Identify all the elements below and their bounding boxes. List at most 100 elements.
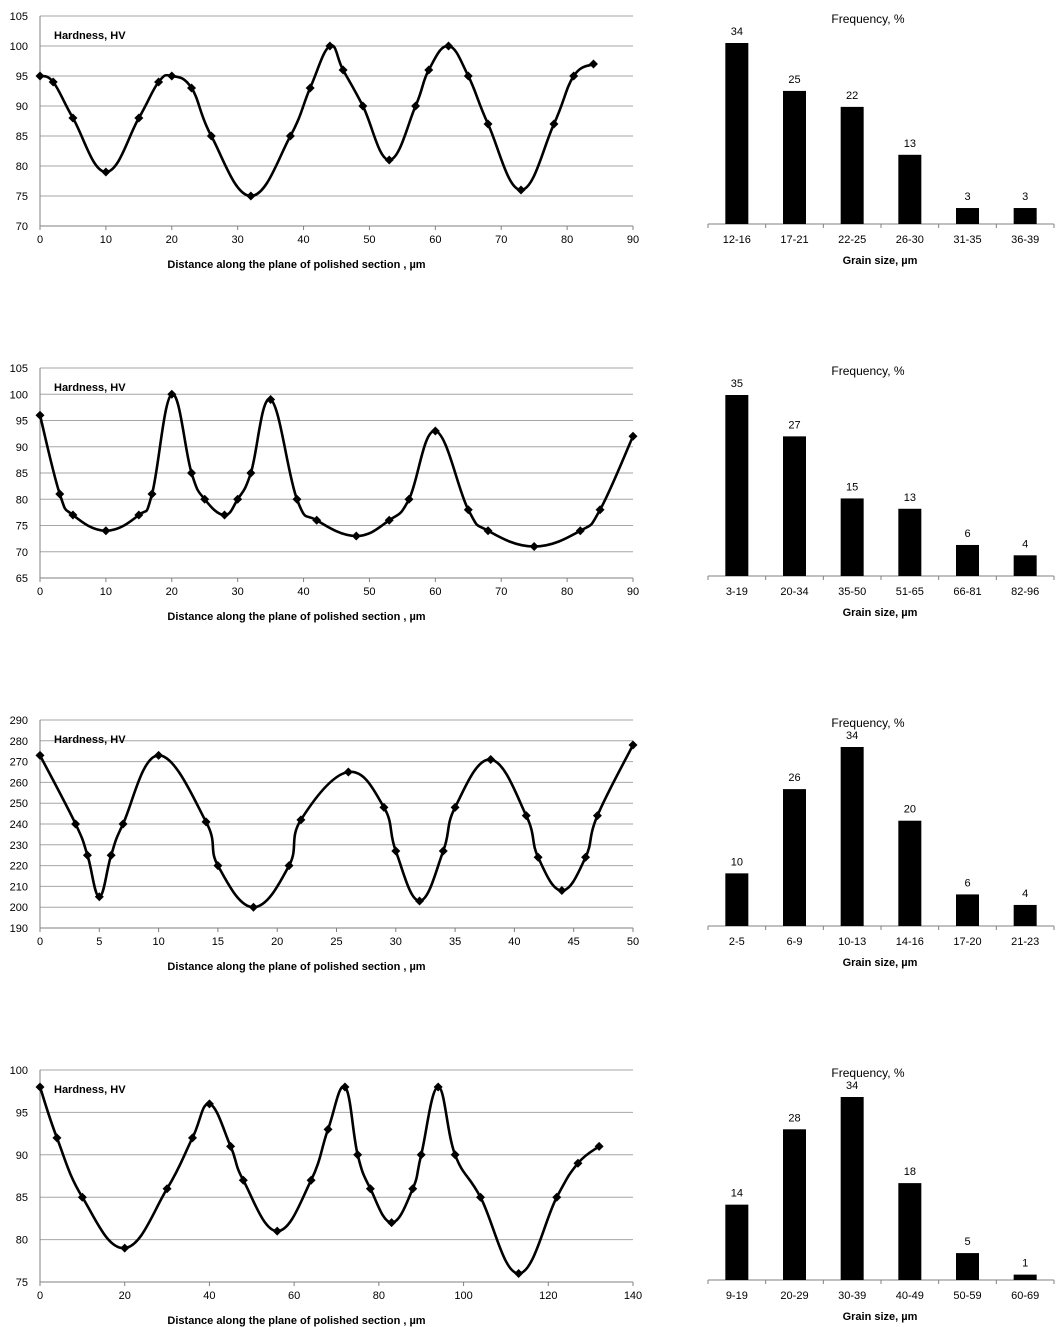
bar — [898, 820, 922, 926]
hardness-series-line — [39, 44, 595, 198]
x-tick-label: 10 — [152, 936, 164, 948]
x-tick-label: 0 — [37, 1290, 43, 1302]
category-label: 40-49 — [896, 1290, 924, 1302]
y-tick-label: 105 — [10, 11, 28, 23]
y-tick-label: 80 — [16, 161, 28, 173]
data-point — [450, 1150, 460, 1160]
data-point — [71, 819, 81, 829]
bar-data-label: 13 — [904, 492, 916, 504]
category-label: 30-39 — [838, 1290, 866, 1302]
x-tick-label: 45 — [568, 936, 580, 948]
y-tick-label: 95 — [16, 71, 28, 83]
x-tick-label: 30 — [390, 936, 402, 948]
y-tick-label: 70 — [16, 221, 28, 233]
x-tick-label: 60 — [429, 234, 441, 246]
data-point — [77, 1192, 87, 1202]
bar — [1013, 1274, 1037, 1280]
bar — [840, 498, 864, 576]
x-tick-label: 25 — [330, 936, 342, 948]
data-point — [486, 755, 496, 765]
data-point — [101, 167, 111, 177]
data-point — [266, 395, 276, 404]
bar-data-label: 15 — [846, 481, 858, 493]
data-point — [438, 846, 448, 856]
x-axis-title: Grain size, µm — [843, 607, 918, 619]
data-point — [312, 515, 322, 525]
x-axis-title: Distance along the plane of polished sec… — [167, 1315, 425, 1327]
data-point — [365, 1184, 375, 1194]
data-point — [106, 850, 116, 860]
x-axis-title: Distance along the plane of polished sec… — [167, 611, 425, 623]
data-point — [415, 896, 425, 906]
data-point — [450, 802, 460, 812]
data-point — [219, 510, 229, 520]
x-axis-title: Distance along the plane of polished sec… — [167, 961, 425, 973]
category-label: 14-16 — [896, 936, 924, 948]
bar-data-label: 13 — [904, 138, 916, 150]
frequency-title: Frequency, % — [831, 716, 904, 730]
y-tick-label: 75 — [16, 191, 28, 203]
x-tick-label: 70 — [495, 234, 507, 246]
data-point — [35, 750, 45, 760]
category-label: 60-69 — [1011, 1290, 1039, 1302]
x-tick-label: 40 — [508, 936, 520, 948]
bar — [1013, 555, 1037, 576]
hardness-series-line — [38, 392, 635, 548]
bar — [956, 894, 979, 926]
data-point — [68, 113, 78, 123]
frequency-title: Frequency, % — [831, 12, 904, 26]
x-tick-label: 90 — [627, 234, 639, 246]
category-label: 9-19 — [726, 1290, 748, 1302]
x-tick-label: 80 — [561, 234, 573, 246]
x-tick-label: 20 — [271, 936, 283, 948]
data-point — [248, 902, 258, 912]
x-axis-title: Grain size, µm — [843, 957, 918, 969]
data-point — [187, 468, 197, 478]
bar-data-label: 22 — [846, 90, 858, 102]
data-point — [338, 65, 348, 75]
x-tick-label: 20 — [119, 1290, 131, 1302]
y-tick-label: 105 — [10, 363, 28, 375]
bar — [783, 90, 806, 224]
category-label: 35-50 — [838, 586, 866, 598]
y-tick-label: 95 — [16, 416, 28, 428]
x-tick-label: 100 — [454, 1290, 472, 1302]
data-point — [387, 1218, 397, 1228]
y-tick-label: 230 — [10, 840, 28, 852]
data-point — [595, 505, 605, 515]
data-point — [463, 71, 473, 81]
y-tick-label: 100 — [10, 389, 28, 401]
bar — [956, 208, 979, 224]
data-point — [167, 389, 177, 399]
hardness-chart-1: 70 75 80 85 90 95 100 105 0 10 20 30 40 50 60 70 80 90 Har… — [10, 11, 639, 271]
hardness-chart-2: 65 70 75 80 85 90 95 100 105 0 10 20 30 40 50 60 70 80 90 H… — [10, 363, 639, 623]
bar — [898, 1183, 922, 1280]
hardness-series-line — [38, 744, 635, 909]
data-point — [581, 852, 591, 862]
data-point — [187, 83, 197, 93]
grain-size-histogram-1: Frequency, % 34 12-16 25 17-21 22 22-25 13 26-30… — [707, 12, 1055, 267]
data-point — [628, 431, 638, 441]
bar-data-label: 6 — [964, 528, 970, 540]
y-tick-label: 80 — [16, 1235, 28, 1247]
y-tick-label: 280 — [10, 736, 28, 748]
data-point — [384, 155, 394, 165]
data-point — [120, 1243, 130, 1253]
data-point — [35, 1082, 45, 1092]
category-label: 21-23 — [1011, 936, 1039, 948]
y-tick-label: 290 — [10, 715, 28, 727]
bar-data-label: 34 — [731, 26, 743, 38]
data-point — [433, 1082, 443, 1092]
category-label: 26-30 — [896, 234, 924, 246]
data-point — [463, 505, 473, 515]
category-label: 12-16 — [723, 234, 751, 246]
y-tick-label: 100 — [10, 41, 28, 53]
category-label: 2-5 — [729, 936, 745, 948]
data-point — [134, 113, 144, 123]
bar — [898, 154, 922, 224]
x-tick-label: 30 — [232, 586, 244, 598]
data-point — [391, 846, 401, 856]
y-tick-label: 190 — [10, 923, 28, 935]
data-point — [588, 59, 598, 69]
bar — [840, 1097, 864, 1280]
